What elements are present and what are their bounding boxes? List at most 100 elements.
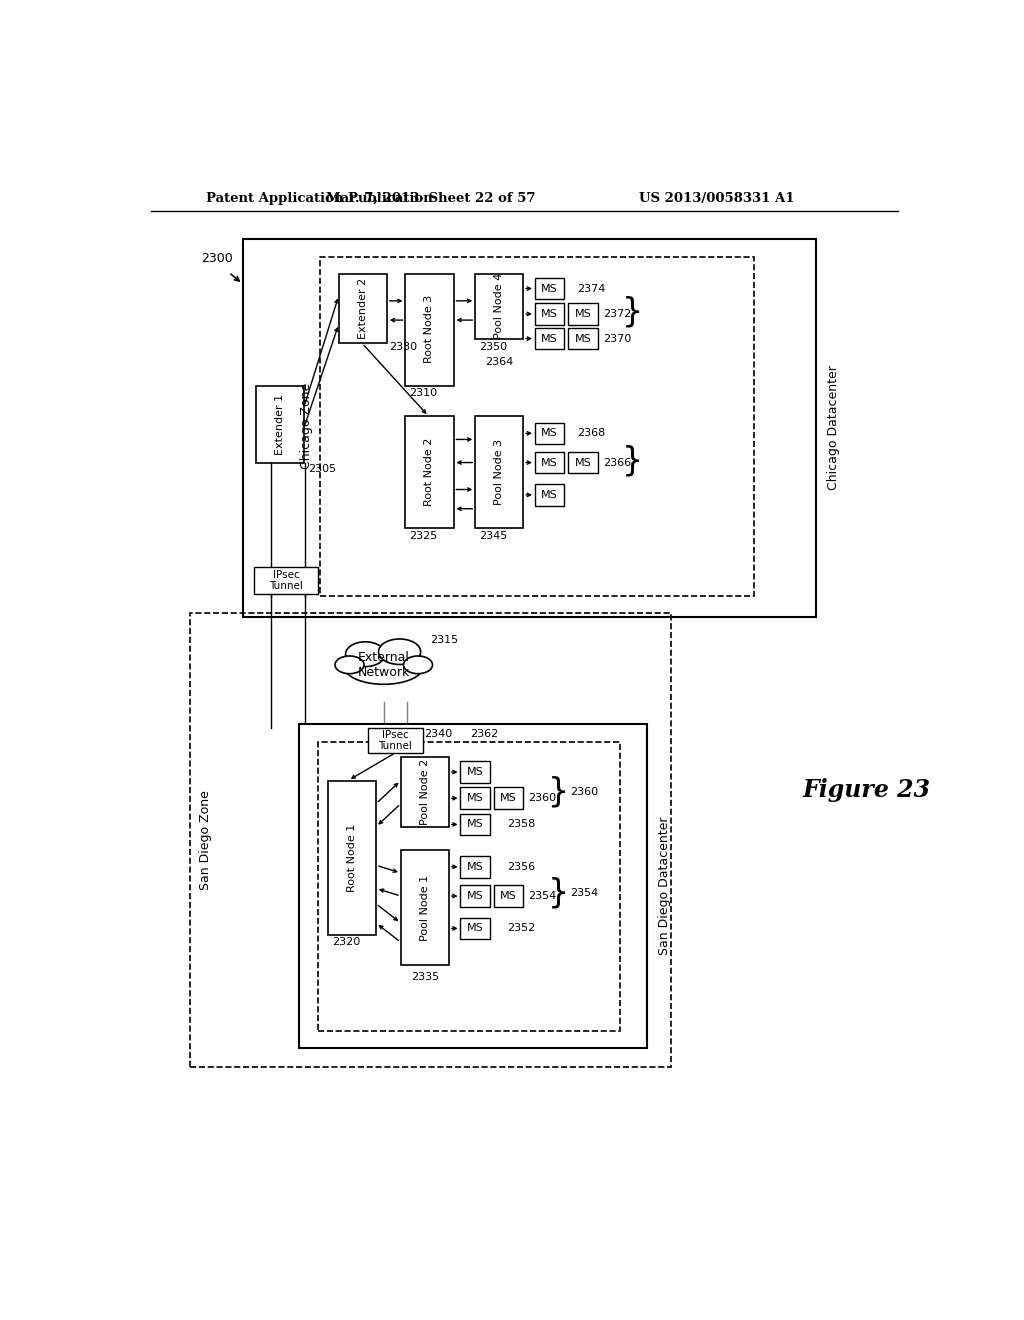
Text: Mar. 7, 2013  Sheet 22 of 57: Mar. 7, 2013 Sheet 22 of 57 [326,191,535,205]
Bar [568,451,598,474]
Text: }: } [548,876,568,909]
Text: 2374: 2374 [578,284,605,293]
Text: 2300: 2300 [202,252,233,265]
Text: MS: MS [542,284,558,293]
Text: MS: MS [467,862,483,871]
Text: MS: MS [574,309,591,319]
Text: Pool Node 3: Pool Node 3 [495,438,504,504]
Text: MS: MS [574,458,591,467]
Bar [406,275,454,385]
Text: Root Node 2: Root Node 2 [425,438,434,506]
Bar [461,813,489,836]
Text: 2354: 2354 [569,888,598,898]
Text: Chicago Datacenter: Chicago Datacenter [826,366,840,490]
Bar [494,788,523,809]
Bar [299,725,647,1048]
Text: 2330: 2330 [389,342,418,352]
Text: MS: MS [542,309,558,319]
Text: MS: MS [542,428,558,438]
Text: 2325: 2325 [410,531,437,541]
Text: MS: MS [467,820,483,829]
Text: }: } [548,776,568,809]
Text: }: } [622,445,643,478]
Text: US 2013/0058331 A1: US 2013/0058331 A1 [639,191,795,205]
Text: 2358: 2358 [507,820,536,829]
Text: 2305: 2305 [308,463,336,474]
Text: 2345: 2345 [479,531,507,541]
Text: Extender 1: Extender 1 [274,393,285,454]
Text: 2352: 2352 [507,924,536,933]
Bar [568,304,598,325]
Text: MS: MS [467,793,483,804]
Text: Root Node 3: Root Node 3 [425,296,434,363]
Text: MS: MS [467,891,483,902]
Text: IPsec
Tunnel: IPsec Tunnel [269,569,303,591]
Text: MS: MS [574,334,591,343]
Text: Pool Node 1: Pool Node 1 [420,875,430,941]
Text: 2310: 2310 [410,388,437,399]
Bar [535,451,564,474]
Bar [475,275,523,339]
Text: 2366: 2366 [603,458,631,467]
Bar [400,758,449,826]
Text: }: } [622,296,643,329]
Bar [568,327,598,350]
Bar [339,275,387,343]
Bar [369,729,423,752]
Text: IPsec
Tunnel: IPsec Tunnel [379,730,413,751]
Text: 2354: 2354 [528,891,557,902]
Bar [535,422,564,444]
Text: San Diego Datacenter: San Diego Datacenter [657,817,671,956]
Ellipse shape [344,649,423,684]
Text: MS: MS [500,793,517,804]
Text: Pool Node 2: Pool Node 2 [420,759,430,825]
Bar [461,857,489,878]
Bar [400,850,449,965]
Text: 2315: 2315 [430,635,459,644]
Text: 2370: 2370 [603,334,631,343]
Text: 2364: 2364 [485,358,513,367]
Text: Figure 23: Figure 23 [802,777,931,801]
Text: MS: MS [542,458,558,467]
Text: 2335: 2335 [411,972,439,982]
Text: 2360: 2360 [528,793,557,804]
Bar [190,612,671,1067]
Bar [256,385,304,462]
Bar [535,327,564,350]
Text: 2368: 2368 [578,428,605,438]
Text: Root Node 1: Root Node 1 [347,824,357,892]
Bar [317,742,621,1031]
Text: Extender 2: Extender 2 [357,279,368,339]
Bar [243,239,816,616]
Bar [461,886,489,907]
Bar [494,886,523,907]
Text: MS: MS [542,334,558,343]
Bar [254,566,317,594]
Text: 2350: 2350 [479,342,507,352]
Bar [461,762,489,783]
Bar [535,304,564,325]
Bar [535,484,564,506]
Text: 2320: 2320 [332,937,360,948]
Text: 2362: 2362 [470,730,499,739]
Text: San Diego Zone: San Diego Zone [199,789,212,890]
Bar [535,277,564,300]
Ellipse shape [345,642,385,667]
Text: MS: MS [467,924,483,933]
Bar [461,917,489,940]
Text: 2356: 2356 [507,862,535,871]
Text: Pool Node 4: Pool Node 4 [495,273,504,339]
Text: MS: MS [542,490,558,500]
Bar [328,780,376,935]
Text: MS: MS [500,891,517,902]
Ellipse shape [335,656,364,673]
Text: Chicago Zone: Chicago Zone [300,383,312,470]
Text: 2360: 2360 [569,787,598,797]
Ellipse shape [379,639,421,664]
Text: MS: MS [467,767,483,777]
Bar [406,416,454,528]
Ellipse shape [403,656,432,673]
Bar [321,257,755,595]
Text: Patent Application Publication: Patent Application Publication [206,191,432,205]
Bar [461,788,489,809]
